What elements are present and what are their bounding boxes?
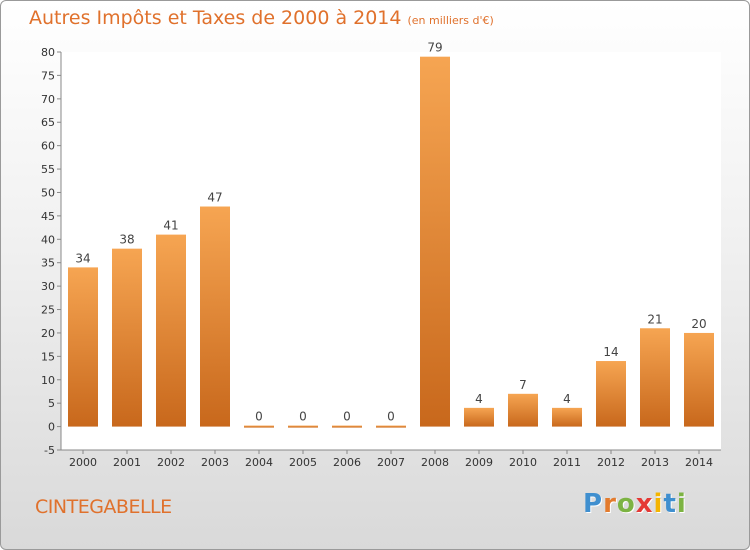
proxiti-logo: Proxiti <box>583 489 687 519</box>
data-label: 20 <box>691 317 706 331</box>
data-label: 41 <box>163 219 178 233</box>
chart-title: Autres Impôts et Taxes de 2000 à 2014 <box>29 7 402 29</box>
x-tick-label: 2000 <box>69 456 97 469</box>
y-tick-label: 65 <box>41 116 55 129</box>
data-label: 47 <box>207 191 222 205</box>
data-label: 38 <box>119 233 134 247</box>
chart-title-block: Autres Impôts et Taxes de 2000 à 2014 (en… <box>29 7 494 29</box>
x-tick-label: 2010 <box>509 456 537 469</box>
bar-2008 <box>420 56 450 427</box>
commune-name: CINTEGABELLE <box>35 496 172 518</box>
logo-letter: i <box>676 489 687 519</box>
logo-letter: r <box>603 489 617 519</box>
data-label: 79 <box>427 41 442 55</box>
y-tick-label: 15 <box>41 350 55 363</box>
y-tick-label: 20 <box>41 327 55 340</box>
x-tick-label: 2008 <box>421 456 449 469</box>
x-tick-label: 2011 <box>553 456 581 469</box>
logo-letter: P <box>583 489 604 519</box>
logo-letter: i <box>653 489 664 519</box>
bar-2013 <box>640 328 670 427</box>
bar-2000 <box>68 267 98 427</box>
data-label: 0 <box>299 410 307 424</box>
bar-2007 <box>376 425 406 428</box>
bar-2006 <box>332 425 362 428</box>
x-tick-label: 2002 <box>157 456 185 469</box>
data-label: 4 <box>563 392 571 406</box>
bar-2010 <box>508 393 538 427</box>
y-tick-label: 70 <box>41 93 55 106</box>
y-tick-label: 45 <box>41 210 55 223</box>
y-tick-label: 30 <box>41 280 55 293</box>
y-tick-label: 0 <box>48 421 55 434</box>
y-tick-label: 25 <box>41 304 55 317</box>
data-label: 0 <box>255 410 263 424</box>
x-tick-label: 2007 <box>377 456 405 469</box>
y-tick-label: 35 <box>41 257 55 270</box>
data-label: 21 <box>647 312 662 326</box>
data-label: 7 <box>519 378 527 392</box>
bar-2002 <box>156 234 186 427</box>
logo-letter: t <box>663 489 677 519</box>
bar-2004 <box>244 425 274 428</box>
data-label: 4 <box>475 392 483 406</box>
data-label: 34 <box>75 251 90 265</box>
x-tick-label: 2009 <box>465 456 493 469</box>
y-tick-label: 10 <box>41 374 55 387</box>
x-tick-label: 2006 <box>333 456 361 469</box>
x-tick-label: 2014 <box>685 456 713 469</box>
data-label: 0 <box>387 410 395 424</box>
x-tick-label: 2013 <box>641 456 669 469</box>
bar-2005 <box>288 425 318 428</box>
bar-2009 <box>464 407 494 427</box>
x-tick-label: 2012 <box>597 456 625 469</box>
x-tick-label: 2003 <box>201 456 229 469</box>
bar-2001 <box>112 248 142 427</box>
x-tick-label: 2001 <box>113 456 141 469</box>
logo-letter: o <box>616 489 636 519</box>
x-tick-label: 2005 <box>289 456 317 469</box>
bars: 2000342001382002412003472004020050200602… <box>68 41 714 469</box>
y-tick-label: 50 <box>41 186 55 199</box>
y-tick-label: -5 <box>44 444 55 457</box>
logo-letter: x <box>635 489 654 519</box>
y-tick-label: 55 <box>41 163 55 176</box>
y-tick-label: 5 <box>48 397 55 410</box>
y-tick-label: 75 <box>41 69 55 82</box>
data-label: 14 <box>603 345 618 359</box>
data-label: 0 <box>343 410 351 424</box>
y-tick-label: 80 <box>41 46 55 59</box>
y-tick-label: 60 <box>41 140 55 153</box>
bar-2003 <box>200 206 230 427</box>
x-tick-label: 2004 <box>245 456 273 469</box>
chart-unit: (en milliers d'€) <box>407 14 494 27</box>
y-tick-label: 40 <box>41 233 55 246</box>
bar-2011 <box>552 407 582 427</box>
bar-2014 <box>684 332 714 427</box>
bar-2012 <box>596 361 626 427</box>
